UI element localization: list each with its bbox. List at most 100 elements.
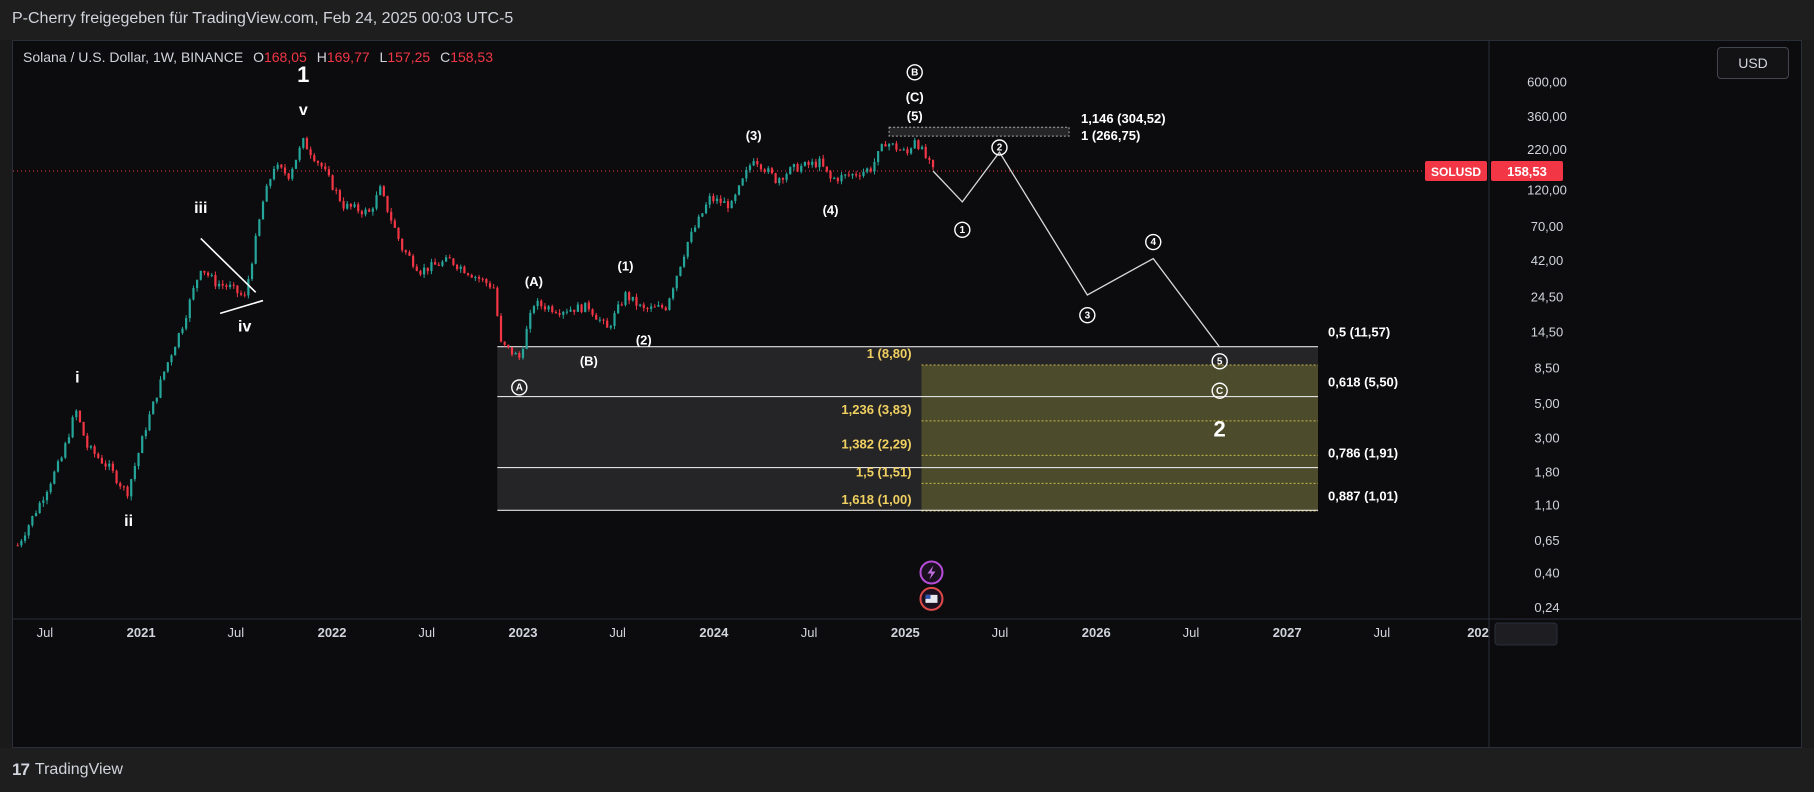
price-chart[interactable]: 1viiiiiiiv(A)(B)(1)(2)(3)(4)(5)(C)2BA123… [13,41,1801,747]
candle [628,290,631,305]
candle-body [682,256,686,267]
flag-glyph [925,594,938,603]
candle-body [455,264,459,270]
candle-body [481,278,484,280]
y-tick-label: 0,24 [1534,600,1559,615]
candle [774,172,777,184]
candle [309,146,312,159]
candle [602,318,605,325]
candle [814,158,817,169]
candle-body [272,168,276,180]
candle-body [679,266,682,276]
candle-body [521,348,525,358]
candle [745,166,748,182]
candle [613,310,616,330]
circled-wave-label: A [516,383,523,394]
tradingview-logo[interactable]: 17 TradingView [12,760,123,780]
candle [598,316,601,323]
candle-body [327,169,331,176]
candle [906,146,909,156]
open-value: 168,05 [263,49,307,65]
candle [763,168,766,174]
candle [686,241,689,260]
candle [822,154,825,168]
candle [23,532,27,544]
candle-body [792,164,796,168]
y-tick-label: 8,50 [1534,360,1559,375]
candle [294,159,298,170]
candle [606,317,609,328]
chart-area[interactable]: Solana / U.S. Dollar, 1W, BINANCE O168,0… [12,40,1802,748]
candle [895,140,898,153]
candle-body [891,143,894,145]
candle [554,310,558,314]
candle [177,332,180,349]
candle-body [657,305,660,307]
candle-body [375,195,378,209]
candle [320,161,323,169]
candle [723,197,726,204]
circled-wave-label: 3 [1085,310,1091,321]
candle [280,163,283,169]
publisher-text: P-Cherry freigegeben für TradingView.com… [12,10,514,27]
candle [785,172,788,183]
y-tick-label: 1,10 [1534,498,1559,513]
candle-body [781,178,785,180]
axis-settings-button [1494,622,1558,646]
candle [712,193,715,204]
candle [631,296,634,302]
candle [529,309,532,333]
candle-body [470,274,473,278]
flag-canton [925,594,931,599]
candle [796,162,799,173]
candle-body [82,422,85,436]
candle-body [818,158,821,168]
candle-body [401,239,404,251]
candle [477,274,481,283]
candle [159,376,162,399]
candle-body [928,157,931,160]
candle [587,300,590,312]
plot-layer [13,126,1488,548]
candle-body [225,285,228,287]
candle-body [844,174,847,176]
candle-body [324,166,327,170]
currency-button[interactable]: USD [1717,47,1789,79]
candle [412,253,415,269]
wave-label: v [299,102,308,119]
candle-body [412,255,415,267]
candle-body [155,397,158,402]
extension-level-label: 1,618 (1,00) [841,492,911,507]
candle-body [730,200,733,209]
candle-body [185,318,188,329]
candle [444,254,448,263]
candle-body [437,264,440,266]
candle-body [338,190,342,201]
y-tick-label: 1,80 [1534,465,1559,480]
candle-body [858,175,861,177]
candle-body [514,353,517,355]
candle-body [895,143,898,150]
candle [390,207,393,224]
candle-body [920,146,924,150]
candle-body [254,235,257,264]
candle-body [34,513,38,517]
candle-body [595,314,598,320]
candle-body [20,540,23,546]
candle-body [342,200,345,209]
candle-body [811,161,814,165]
candle [829,170,832,183]
candle [902,147,905,151]
x-tick-label: 2022 [318,625,347,640]
candle-body [715,198,719,202]
low-label: L [379,49,388,65]
candle [521,345,525,360]
candle [327,166,331,177]
candle-body [316,161,320,163]
candle [53,470,56,485]
wave-circle-icon [511,379,528,396]
candle-body [441,261,444,266]
y-tick-label: 24,50 [1531,289,1564,304]
candle-body [620,304,623,306]
candle-body [397,227,400,240]
